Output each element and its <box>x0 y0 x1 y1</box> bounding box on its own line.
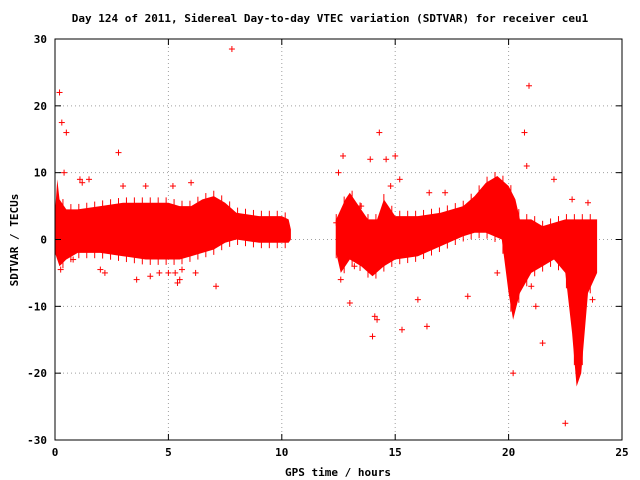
data-point <box>165 269 172 276</box>
data-point <box>562 420 569 427</box>
y-tick-label: 30 <box>34 33 47 46</box>
data-point <box>521 129 528 136</box>
data-point <box>133 276 140 283</box>
data-point <box>172 269 179 276</box>
data-point <box>169 183 176 190</box>
y-axis-label: SDTVAR / TECUs <box>8 194 21 287</box>
data-point <box>358 203 365 210</box>
data-point <box>147 273 154 280</box>
data-point <box>70 256 77 263</box>
data-point <box>528 283 535 290</box>
data-point <box>369 333 376 340</box>
y-tick-label: 0 <box>40 234 47 247</box>
data-point <box>426 189 433 196</box>
data-point <box>337 276 344 283</box>
x-tick-label: 0 <box>52 446 59 459</box>
data-point <box>494 269 501 276</box>
data-point <box>351 263 358 270</box>
data-point <box>58 119 65 126</box>
data-point <box>188 179 195 186</box>
data-point <box>346 299 353 306</box>
x-tick-label: 5 <box>165 446 172 459</box>
data-point <box>584 199 591 206</box>
data-point <box>392 152 399 159</box>
data-point <box>442 189 449 196</box>
y-tick-label: -20 <box>27 367 47 380</box>
y-tick-label: -30 <box>27 434 47 447</box>
data-point <box>335 169 342 176</box>
data-point <box>414 296 421 303</box>
data-point <box>56 89 63 96</box>
data-point <box>464 293 471 300</box>
data-point <box>213 283 220 290</box>
data-point <box>115 149 122 156</box>
data-point <box>228 46 235 53</box>
data-point <box>374 316 381 323</box>
data-point <box>79 179 86 186</box>
data-point <box>507 196 514 203</box>
data-point <box>510 370 517 377</box>
data-point <box>532 303 539 310</box>
data-point <box>179 266 186 273</box>
x-tick-label: 20 <box>502 446 515 459</box>
data-point <box>156 269 163 276</box>
data-point <box>550 176 557 183</box>
data-point <box>120 183 127 190</box>
data-point <box>371 313 378 320</box>
x-axis-label: GPS time / hours <box>285 466 391 479</box>
data-point <box>101 269 108 276</box>
data-point <box>367 156 374 163</box>
data-point <box>63 129 70 136</box>
data-point <box>573 346 580 353</box>
data-point <box>97 266 104 273</box>
y-tick-label: 10 <box>34 167 47 180</box>
x-tick-label: 25 <box>615 446 628 459</box>
data-point <box>523 162 530 169</box>
variation-bands <box>54 171 598 387</box>
data-point <box>340 152 347 159</box>
data-point <box>423 323 430 330</box>
data-point <box>387 183 394 190</box>
x-tick-label: 10 <box>275 446 288 459</box>
data-point <box>176 276 183 283</box>
y-tick-label: -10 <box>27 300 47 313</box>
data-point <box>86 176 93 183</box>
outlier-points <box>56 46 596 427</box>
data-point <box>376 129 383 136</box>
data-point <box>396 176 403 183</box>
x-tick-label: 15 <box>389 446 402 459</box>
data-point <box>526 82 533 89</box>
axis-ticks: 0 5 10 15 20 25 -30 -20 -10 0 10 20 30 <box>27 33 629 459</box>
data-point <box>142 183 149 190</box>
chart-title: Day 124 of 2011, Sidereal Day-to-day VTE… <box>72 12 589 25</box>
data-point <box>76 176 83 183</box>
y-tick-label: 20 <box>34 100 47 113</box>
data-point <box>383 156 390 163</box>
data-point <box>539 340 546 347</box>
data-point <box>57 266 64 273</box>
data-point <box>192 269 199 276</box>
data-point <box>333 219 340 226</box>
data-point <box>589 296 596 303</box>
variation-band-early <box>55 179 291 267</box>
data-point <box>487 183 494 190</box>
data-point <box>399 326 406 333</box>
variation-band-late <box>336 176 598 387</box>
data-point <box>174 279 181 286</box>
data-point <box>65 243 72 250</box>
data-point <box>569 196 576 203</box>
data-point <box>61 169 68 176</box>
